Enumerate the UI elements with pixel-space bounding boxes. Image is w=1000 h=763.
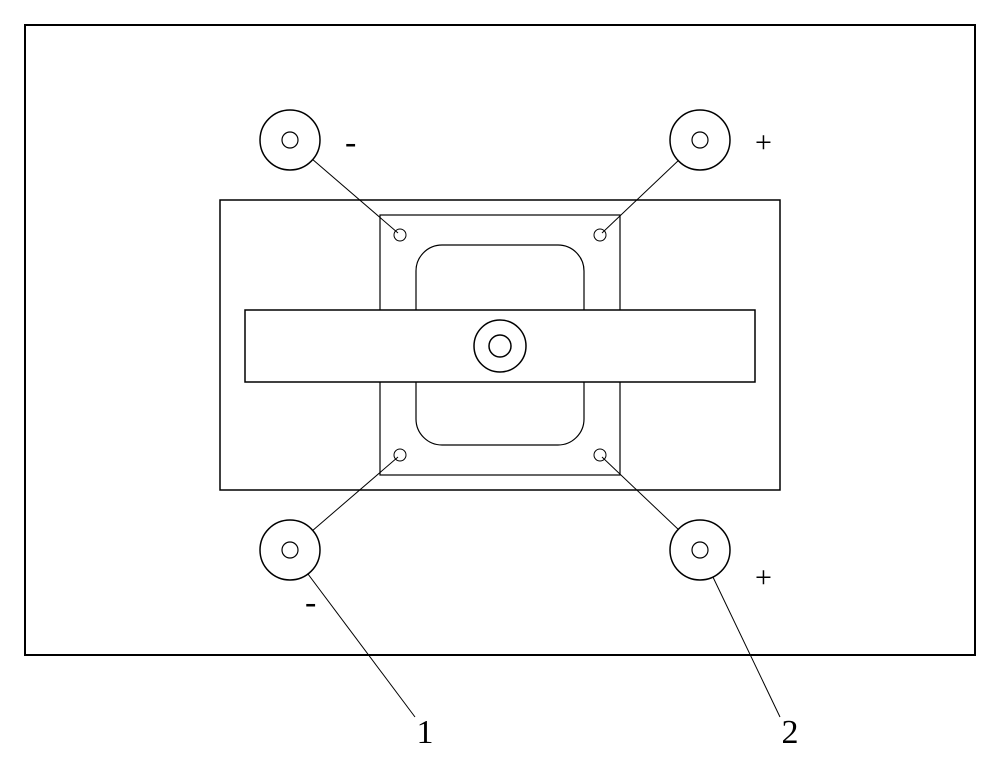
callout-label-2: 2 bbox=[782, 714, 799, 751]
terminal-br-sign: + bbox=[755, 561, 772, 594]
terminal-bl bbox=[260, 520, 320, 580]
callout-leader bbox=[290, 550, 415, 717]
terminal-bl-sign: - bbox=[305, 584, 316, 621]
terminal-tl bbox=[260, 110, 320, 170]
callout-label-1: 1 bbox=[417, 714, 434, 751]
terminal-tr bbox=[670, 110, 730, 170]
terminal-tr-sign: + bbox=[755, 126, 772, 159]
terminal-br bbox=[670, 520, 730, 580]
terminal-tl-sign: - bbox=[345, 124, 356, 161]
center-hub-outer bbox=[474, 320, 526, 372]
diagram-canvas: - + - +1 2 bbox=[0, 0, 1000, 763]
